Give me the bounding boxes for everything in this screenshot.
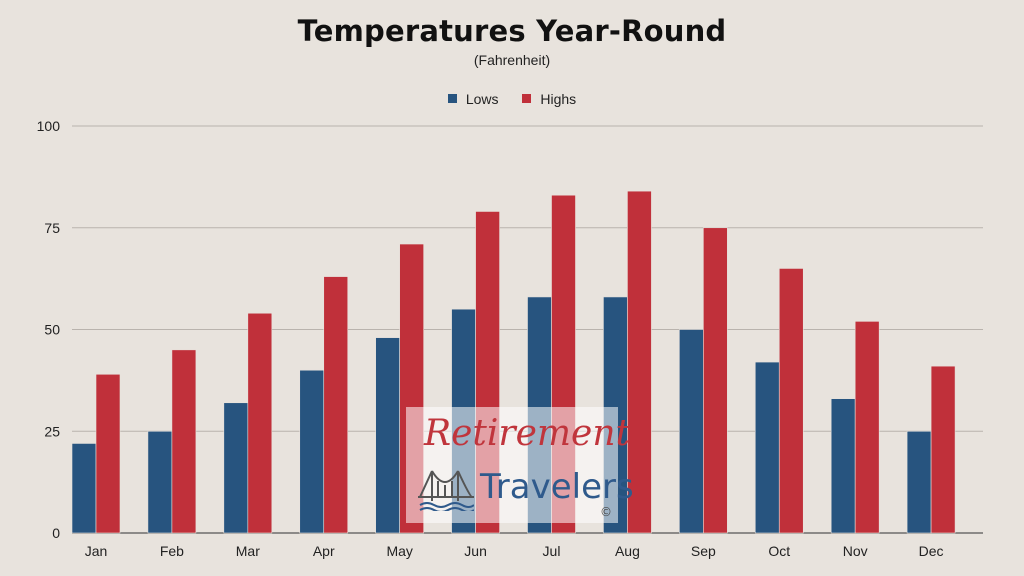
bar-lows-feb bbox=[147, 430, 173, 534]
bar-highs-sep bbox=[703, 227, 728, 534]
bar-highs-aug bbox=[627, 190, 652, 534]
x-tick-label: Dec bbox=[919, 543, 944, 559]
watermark-line2: Travelers bbox=[480, 467, 634, 507]
chart-title: Temperatures Year-Round bbox=[297, 14, 727, 48]
y-tick-label: 25 bbox=[44, 423, 60, 439]
chart-subtitle: (Fahrenheit) bbox=[473, 52, 551, 68]
legend-item-highs: Highs bbox=[522, 91, 576, 107]
x-tick-label: Oct bbox=[768, 543, 790, 559]
bar-lows-apr bbox=[299, 369, 325, 534]
legend-swatch-lows bbox=[447, 94, 457, 103]
watermark-line1: Retirement bbox=[424, 413, 630, 454]
bar-lows-mar bbox=[223, 402, 249, 534]
legend-label-highs: Highs bbox=[540, 90, 577, 107]
bridge-icon bbox=[418, 470, 474, 511]
legend: Lows Highs bbox=[0, 90, 1024, 107]
x-tick-label: Feb bbox=[160, 543, 184, 559]
bar-highs-apr bbox=[323, 276, 349, 534]
x-tick-label: Sep bbox=[691, 543, 716, 559]
bar-highs-nov bbox=[854, 321, 880, 534]
legend-item-lows: Lows bbox=[447, 90, 499, 107]
x-tick-label: Aug bbox=[615, 543, 640, 559]
x-tick-label: Jul bbox=[543, 543, 561, 559]
x-tick-label: Mar bbox=[236, 543, 260, 559]
y-tick-label: 100 bbox=[37, 118, 61, 134]
legend-label-lows: Lows bbox=[465, 90, 499, 107]
copyright-symbol: © bbox=[600, 505, 612, 519]
bar-lows-sep bbox=[679, 329, 704, 534]
bar-lows-jan bbox=[71, 443, 97, 534]
x-tick-label: May bbox=[386, 543, 412, 559]
x-tick-label: Jan bbox=[85, 543, 108, 559]
bar-highs-mar bbox=[247, 312, 273, 534]
y-tick-label: 0 bbox=[52, 525, 60, 541]
bar-lows-may bbox=[375, 337, 400, 534]
y-tick-label: 75 bbox=[44, 220, 60, 236]
y-tick-label: 50 bbox=[44, 322, 60, 338]
bar-highs-jan bbox=[95, 373, 121, 534]
bar-lows-dec bbox=[906, 430, 932, 534]
legend-swatch-highs bbox=[522, 94, 532, 103]
bar-highs-oct bbox=[778, 268, 804, 534]
x-tick-label: Apr bbox=[313, 543, 335, 559]
bar-highs-dec bbox=[930, 365, 956, 534]
x-tick-label: Jun bbox=[464, 543, 487, 559]
watermark-logo: Retirement Travelers © bbox=[406, 407, 634, 523]
x-tick-label: Nov bbox=[843, 543, 868, 559]
bar-lows-nov bbox=[830, 398, 856, 534]
bar-lows-oct bbox=[754, 361, 780, 534]
bar-highs-feb bbox=[171, 349, 197, 534]
